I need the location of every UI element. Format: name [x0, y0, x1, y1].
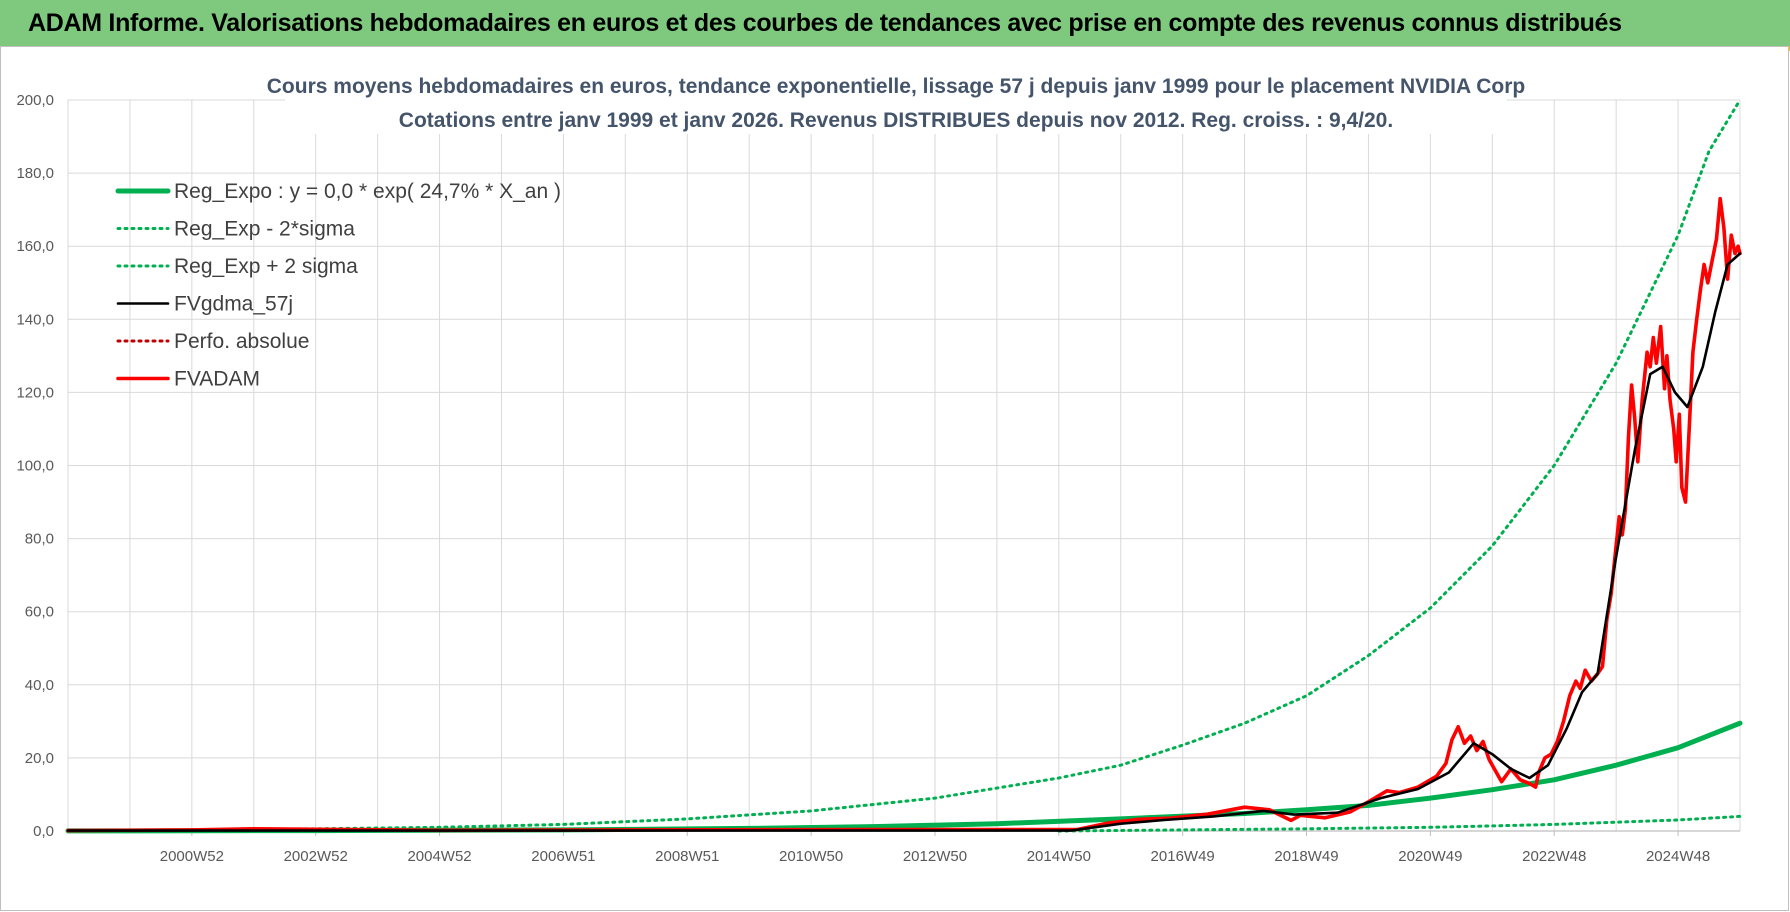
chart-title: Cours moyens hebdomadaires en euros, ten… [267, 75, 1525, 98]
series-line-4 [66, 252, 1742, 832]
legend-label: FVADAM [174, 368, 260, 391]
legend-label: Reg_Exp + 2 sigma [174, 255, 358, 278]
x-tick-label: 2024W48 [1646, 848, 1710, 865]
series-line-2 [1057, 814, 1742, 833]
title-layer: Cours moyens hebdomadaires en euros, ten… [267, 66, 1525, 134]
x-tick-label: 2004W52 [407, 848, 471, 865]
x-tick-label: 2014W50 [1027, 848, 1091, 865]
title-backdrop [285, 66, 1507, 134]
chart-frame [0, 46, 1789, 911]
y-tick-label: 80,0 [25, 531, 54, 548]
legend-label: Reg_Exp - 2*sigma [174, 218, 355, 241]
x-tick-label: 2008W51 [655, 848, 719, 865]
legend: Reg_Expo : y = 0,0 * exp( 24,7% * X_an )… [115, 180, 561, 391]
legend-label: FVgdma_57j [174, 293, 293, 316]
x-tick-label: 2018W49 [1274, 848, 1338, 865]
y-tick-label: 0,0 [33, 823, 54, 840]
series-layer [65, 98, 1743, 834]
legend-label: Reg_Expo : y = 0,0 * exp( 24,7% * X_an ) [174, 180, 561, 203]
report-banner: ADAM Informe. Valorisations hebdomadaire… [0, 0, 1790, 47]
series-line-3 [128, 98, 1742, 832]
y-tick-label: 100,0 [16, 458, 54, 475]
x-tick-label: 2010W50 [779, 848, 843, 865]
y-tick-label: 120,0 [16, 384, 54, 401]
x-tick-label: 2020W49 [1398, 848, 1462, 865]
y-tick-label: 200,0 [16, 92, 54, 109]
x-tick-label: 2012W50 [903, 848, 967, 865]
chart-subtitle: Cotations entre janv 1999 et janv 2026. … [399, 109, 1393, 132]
y-tick-label: 180,0 [16, 165, 54, 182]
legend-label: Perfo. absolue [174, 330, 309, 353]
grid-layer [67, 99, 1741, 832]
series-line-6 [66, 196, 1742, 833]
y-tick-label: 140,0 [16, 311, 54, 328]
axis-layer: 0,0 20,0 40,0 60,0 80,0 100,0 120,0 140,0 160,0 1… [16, 92, 1740, 865]
y-tick-label: 160,0 [16, 238, 54, 255]
x-tick-label: 2002W52 [284, 848, 348, 865]
series-line-1 [65, 720, 1743, 834]
x-tick-label: 2006W51 [531, 848, 595, 865]
report-title: ADAM Informe. Valorisations hebdomadaire… [28, 9, 1622, 37]
x-tick-label: 2016W49 [1151, 848, 1215, 865]
y-tick-label: 40,0 [25, 677, 54, 694]
x-tick-label: 2022W48 [1522, 848, 1586, 865]
y-tick-label: 60,0 [25, 604, 54, 621]
x-tick-label: 2000W52 [160, 848, 224, 865]
y-tick-label: 20,0 [25, 750, 54, 767]
